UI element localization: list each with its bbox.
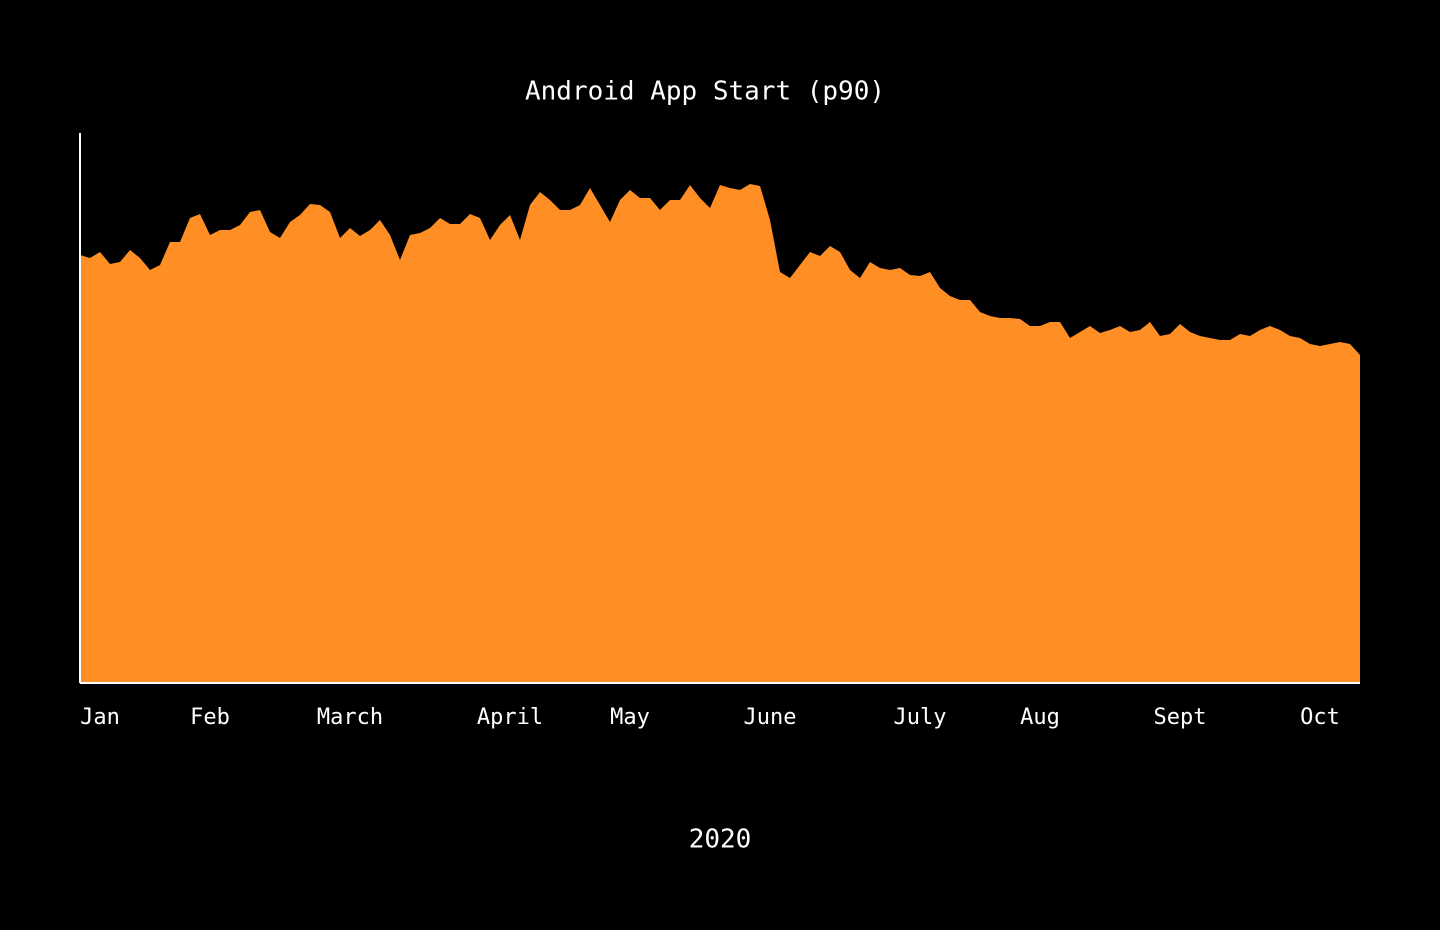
chart-title: Android App Start (p90)	[525, 77, 885, 107]
x-axis-label: 2020	[689, 825, 752, 855]
area	[80, 184, 1360, 683]
x-tick-label: March	[317, 705, 383, 730]
x-tick-label: April	[477, 705, 543, 730]
x-tick-label: Aug	[1020, 705, 1060, 730]
x-tick-label: Sept	[1154, 705, 1207, 730]
x-tick-label: July	[894, 705, 947, 730]
x-tick-label: June	[744, 705, 797, 730]
x-tick-label: Jan	[80, 705, 120, 730]
x-tick-label: Feb	[190, 705, 230, 730]
x-tick-label: Oct	[1300, 705, 1340, 730]
x-tick-label: May	[610, 705, 650, 730]
